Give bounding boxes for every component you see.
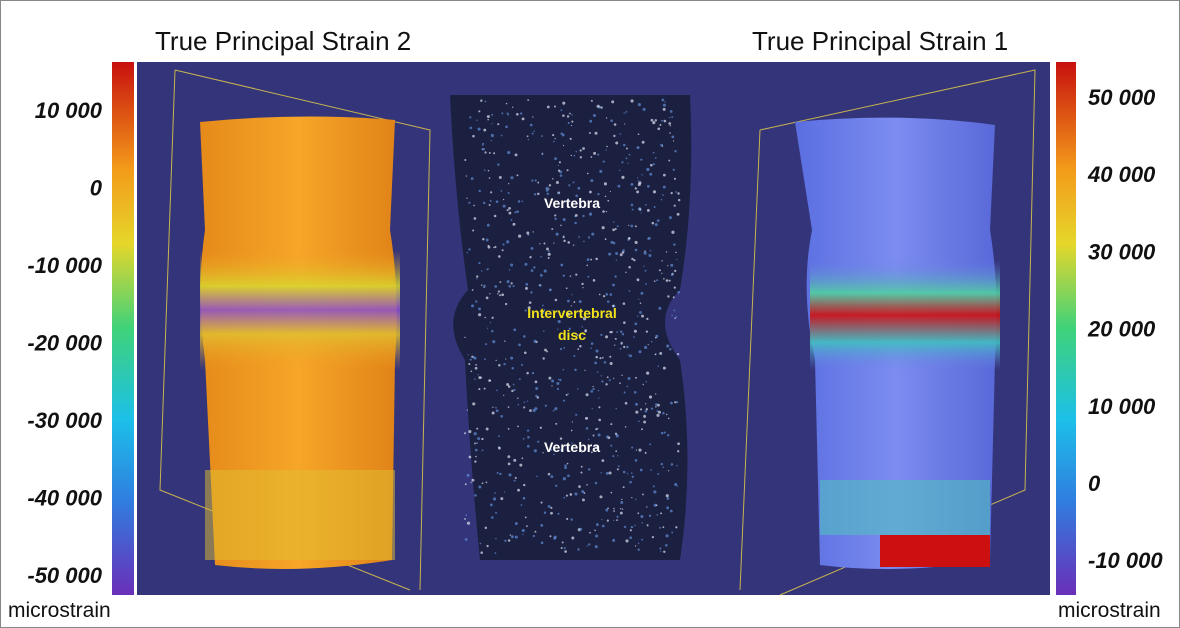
- colorbar-label: 50 000: [1088, 85, 1156, 110]
- figure: Vertebra Intervertebral disc Vertebra Tr…: [0, 0, 1180, 628]
- colorbar-label: -10 000: [1088, 548, 1163, 573]
- colorbar-label: -10 000: [27, 253, 102, 278]
- right-specimen: [795, 118, 1000, 569]
- colorbar-label: 30 000: [1088, 239, 1156, 264]
- colorbar-label: -20 000: [27, 331, 102, 356]
- panel-title: True Principal Strain 1: [752, 26, 1008, 56]
- photo-label: disc: [558, 327, 586, 343]
- colorbar-label: 10 000: [1088, 394, 1156, 419]
- colorbar-label: -40 000: [27, 486, 102, 511]
- colorbar-unit: microstrain: [8, 599, 111, 622]
- colorbar-label: -50 000: [27, 563, 102, 588]
- left-specimen: [200, 116, 400, 569]
- panel-title: True Principal Strain 2: [155, 26, 411, 56]
- photo-label: Intervertebral: [527, 305, 616, 321]
- right-colorbar: [1056, 62, 1076, 595]
- colorbar-label: 40 000: [1087, 162, 1156, 187]
- colorbar-label: 0: [90, 176, 103, 201]
- colorbar-unit: microstrain: [1058, 599, 1161, 622]
- photo-label: Vertebra: [544, 195, 600, 211]
- colorbar-label: 10 000: [35, 98, 103, 123]
- colorbar-label: 20 000: [1087, 317, 1156, 342]
- colorbar-label: 0: [1088, 471, 1101, 496]
- colorbar-label: -30 000: [27, 408, 102, 433]
- left-colorbar: [112, 62, 134, 595]
- photo-label: Vertebra: [544, 439, 600, 455]
